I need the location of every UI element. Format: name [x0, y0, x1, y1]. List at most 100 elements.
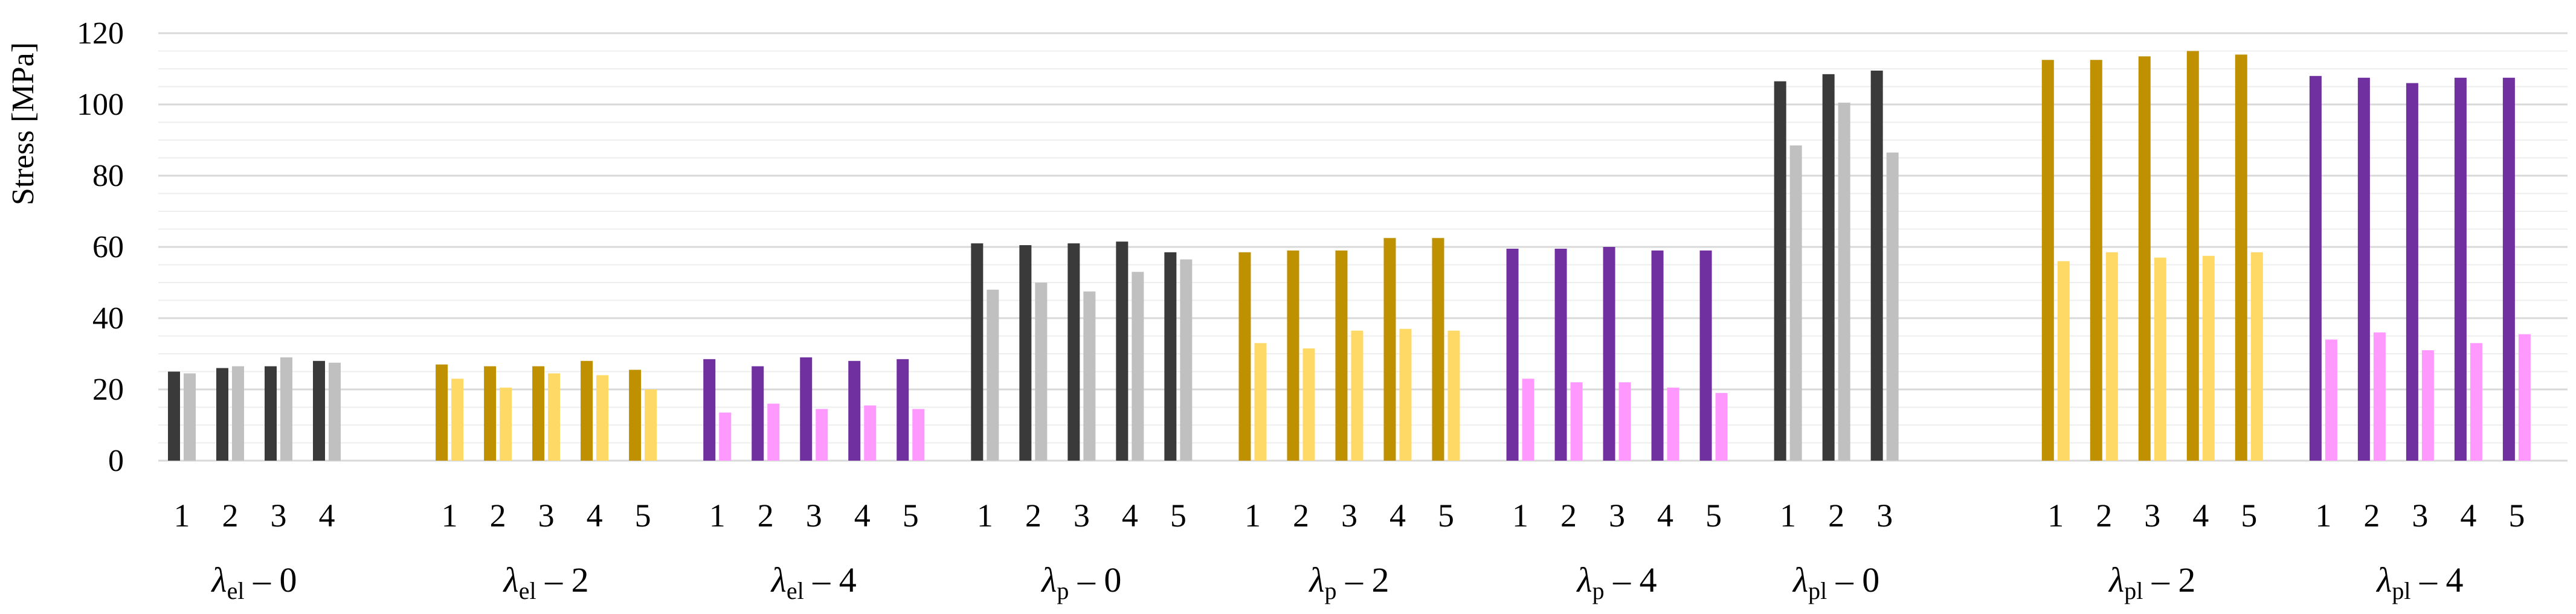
bar-pl-2-1-light: [2057, 261, 2070, 461]
bar-el-4-3-light: [816, 409, 828, 461]
category-label: 3: [2412, 497, 2428, 534]
y-tick-label: 60: [92, 230, 124, 264]
bar-el-4-3-dark: [800, 357, 813, 461]
bar-pl-2-5-dark: [2235, 54, 2247, 461]
category-label: 2: [1293, 497, 1309, 534]
bar-group-pl-4: [2309, 75, 2531, 461]
category-label: 4: [1122, 497, 1138, 534]
bar-el-2-3-light: [548, 373, 561, 461]
group-label-pl-0: λpl – 0: [1792, 560, 1879, 604]
bar-p-4-3-light: [1618, 382, 1631, 461]
bars-layer: [168, 51, 2531, 461]
bar-pl-2-1-dark: [2041, 60, 2054, 461]
category-label: 4: [2192, 497, 2209, 534]
bar-pl-0-2-dark: [1822, 74, 1835, 461]
bar-el-2-2-light: [500, 388, 512, 461]
bar-el-0-4-light: [329, 362, 341, 461]
bar-p-4-2-light: [1570, 382, 1583, 461]
bar-pl-2-2-light: [2105, 252, 2118, 461]
bar-p-0-3-dark: [1067, 243, 1080, 461]
bar-pl-0-1-dark: [1774, 81, 1786, 461]
bar-pl-4-1-dark: [2309, 75, 2322, 461]
y-tick-label: 40: [92, 301, 124, 336]
bar-el-0-1-light: [184, 373, 196, 461]
category-label: 5: [1170, 497, 1187, 534]
category-label: 3: [1876, 497, 1893, 534]
bar-p-0-4-dark: [1116, 241, 1129, 461]
bar-p-0-3-light: [1083, 291, 1096, 461]
category-label: 4: [1389, 497, 1406, 534]
bar-p-2-4-light: [1399, 328, 1412, 461]
bar-group-p-2: [1238, 238, 1460, 461]
y-axis-title: Stress [MPa]: [6, 42, 40, 205]
bar-p-2-5-dark: [1432, 238, 1444, 461]
bar-group-p-0: [971, 241, 1193, 461]
bar-pl-4-3-light: [2421, 350, 2434, 461]
category-label: 5: [2241, 497, 2257, 534]
bar-p-4-2-dark: [1554, 248, 1567, 461]
category-label: 5: [903, 497, 919, 534]
bar-pl-2-3-dark: [2138, 56, 2151, 461]
category-label: 4: [854, 497, 871, 534]
category-label: 5: [1705, 497, 1722, 534]
bar-p-0-5-dark: [1164, 252, 1177, 461]
bar-el-2-1-dark: [436, 364, 448, 461]
bar-el-0-4-dark: [313, 360, 325, 461]
category-label: 3: [1341, 497, 1357, 534]
category-label: 4: [2460, 497, 2476, 534]
bar-el-0-1-dark: [168, 371, 180, 461]
bar-group-p-4: [1506, 247, 1728, 461]
group-label-p-0: λp – 0: [1040, 560, 1121, 604]
bar-pl-4-3-dark: [2406, 83, 2418, 461]
bar-p-0-2-dark: [1019, 245, 1032, 461]
bar-group-el-0: [168, 357, 341, 461]
bar-p-2-3-light: [1351, 330, 1364, 461]
bar-p-2-2-dark: [1287, 250, 1299, 461]
bar-pl-0-2-light: [1838, 103, 1850, 461]
category-label: 2: [490, 497, 506, 534]
category-label: 3: [271, 497, 287, 534]
category-label: 3: [1074, 497, 1090, 534]
bar-pl-0-1-light: [1789, 145, 1802, 461]
bar-pl-4-5-dark: [2502, 77, 2515, 461]
category-label: 1: [1780, 497, 1796, 534]
bar-el-4-5-light: [912, 409, 925, 461]
group-label-p-4: λp – 4: [1576, 560, 1657, 604]
bar-pl-4-4-dark: [2454, 77, 2467, 461]
bar-el-0-3-dark: [265, 366, 277, 461]
bar-pl-2-2-dark: [2090, 60, 2102, 461]
bar-group-pl-0: [1774, 70, 1899, 461]
category-label: 1: [1512, 497, 1528, 534]
bar-el-4-4-light: [864, 405, 877, 461]
bar-p-4-3-dark: [1603, 247, 1615, 461]
bar-pl-4-5-light: [2518, 334, 2531, 461]
y-tick-label: 80: [92, 159, 124, 193]
bar-el-2-4-light: [596, 375, 609, 461]
bar-pl-0-3-light: [1886, 152, 1899, 461]
category-label: 5: [2508, 497, 2525, 534]
category-label: 1: [1245, 497, 1261, 534]
bar-p-4-5-dark: [1699, 250, 1712, 461]
bar-el-4-4-dark: [848, 360, 861, 461]
bar-pl-4-2-dark: [2357, 77, 2370, 461]
y-tick-label: 0: [108, 444, 124, 478]
bar-p-0-4-light: [1132, 272, 1144, 461]
bar-pl-2-3-light: [2154, 257, 2166, 461]
category-label: 3: [538, 497, 555, 534]
category-label: 1: [2315, 497, 2331, 534]
bar-pl-0-3-dark: [1870, 70, 1883, 461]
bar-el-2-4-dark: [581, 360, 593, 461]
bar-el-0-3-light: [280, 357, 292, 461]
category-label: 1: [2047, 497, 2064, 534]
category-label: 2: [1025, 497, 1042, 534]
bar-pl-2-4-dark: [2186, 51, 2199, 461]
category-label: 5: [635, 497, 651, 534]
y-tick-label: 120: [77, 16, 124, 51]
category-label: 3: [806, 497, 822, 534]
category-label: 2: [1828, 497, 1844, 534]
bar-p-0-2-light: [1035, 283, 1048, 461]
category-label: 2: [2363, 497, 2380, 534]
y-tick-label: 100: [77, 88, 124, 122]
